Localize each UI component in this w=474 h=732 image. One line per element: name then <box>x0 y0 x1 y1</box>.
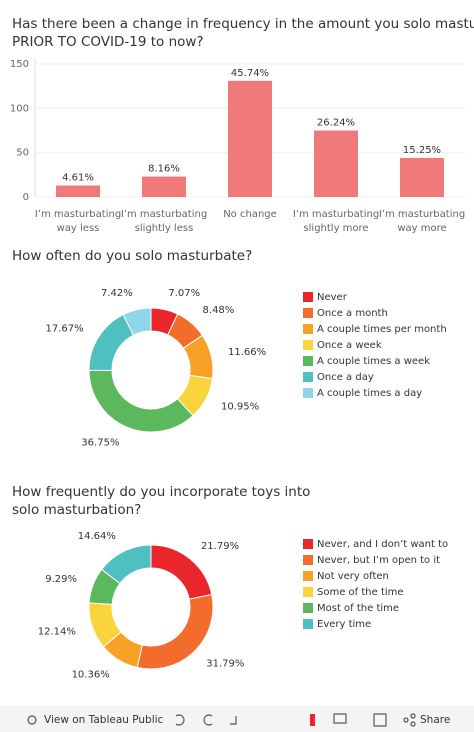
data-label: 31.79% <box>206 658 244 669</box>
chart-title: Has there been a change in frequency in … <box>12 16 474 32</box>
bar <box>314 130 358 197</box>
x-tick-label: way less <box>57 223 100 234</box>
data-label: 36.75% <box>81 437 119 448</box>
y-tick-label: 50 <box>16 148 29 159</box>
legend-swatch <box>303 340 313 350</box>
bar-label: 8.16% <box>148 164 180 175</box>
legend-label: Not very often <box>317 571 389 582</box>
toolbar-icons <box>27 713 416 727</box>
legend-swatch <box>303 372 313 382</box>
legend-swatch <box>303 587 313 597</box>
bar-label: 15.25% <box>403 145 441 156</box>
legend-label: Some of the time <box>317 587 404 598</box>
donut-slice <box>122 307 152 336</box>
y-tick-label: 100 <box>10 103 29 114</box>
legend-label: A couple times a day <box>317 388 422 399</box>
bar-label: 45.74% <box>231 68 269 79</box>
bar-label: 4.61% <box>62 172 94 183</box>
toolbar <box>0 706 474 732</box>
bar <box>228 80 272 197</box>
legend-swatch <box>303 308 313 318</box>
x-tick-label: No change <box>223 209 277 220</box>
x-tick-label: slightly more <box>303 223 368 234</box>
legend-label: A couple times a week <box>317 356 430 367</box>
data-label: 9.29% <box>45 574 77 585</box>
chart-title: How often do you solo masturbate? <box>12 248 252 264</box>
legend-swatch <box>303 324 313 334</box>
data-label: 14.64% <box>78 531 116 542</box>
bar-label: 26.24% <box>317 118 355 129</box>
donut-slice <box>88 369 194 433</box>
legend-swatch <box>303 603 313 613</box>
x-tick-label: way more <box>397 223 446 234</box>
legend-label: Once a day <box>317 372 374 383</box>
legend-swatch <box>303 539 313 549</box>
legend-swatch <box>303 619 313 629</box>
donut-slice <box>136 593 214 670</box>
data-label: 12.14% <box>38 626 76 637</box>
legend-label: A couple times per month <box>317 324 447 335</box>
legend-label: Never, but I’m open to it <box>317 555 440 566</box>
legend-swatch <box>303 388 313 398</box>
chart-title: PRIOR TO COVID-19 to now? <box>12 34 204 50</box>
data-label: 21.79% <box>201 541 239 552</box>
legend-swatch <box>303 292 313 302</box>
legend-label: Never <box>317 292 348 303</box>
bar <box>142 176 186 197</box>
x-tick-label: I’m masturbating <box>293 209 379 220</box>
data-label: 17.67% <box>45 324 83 335</box>
data-label: 7.42% <box>101 288 133 299</box>
donut-slice <box>150 544 213 600</box>
x-tick-label: I’m masturbating <box>379 209 465 220</box>
view-link[interactable]: View on Tableau Public <box>44 714 164 726</box>
data-label: 10.36% <box>72 669 110 680</box>
y-tick-label: 150 <box>10 59 29 70</box>
legend-swatch <box>303 571 313 581</box>
legend-label: Once a week <box>317 340 382 351</box>
data-label: 11.66% <box>228 347 266 358</box>
y-tick-label: 0 <box>23 192 29 203</box>
legend-label: Never, and I don’t want to <box>317 539 448 550</box>
bar <box>56 185 100 197</box>
donut-slice <box>100 544 152 585</box>
legend-swatch <box>303 356 313 366</box>
data-label: 7.07% <box>168 288 200 299</box>
chart-title: How frequently do you incorporate toys i… <box>12 484 310 500</box>
bar <box>400 157 444 197</box>
x-tick-label: slightly less <box>135 223 194 234</box>
share-button[interactable]: Share <box>420 714 450 726</box>
data-label: 8.48% <box>203 305 235 316</box>
data-label: 10.95% <box>221 402 259 413</box>
legend-label: Every time <box>317 619 371 630</box>
x-tick-label: I’m masturbating <box>121 209 207 220</box>
chart-title: solo masturbation? <box>12 502 141 518</box>
legend-label: Once a month <box>317 308 388 319</box>
legend-label: Most of the time <box>317 603 399 614</box>
legend-swatch <box>303 555 313 565</box>
x-tick-label: I’m masturbating <box>35 209 121 220</box>
